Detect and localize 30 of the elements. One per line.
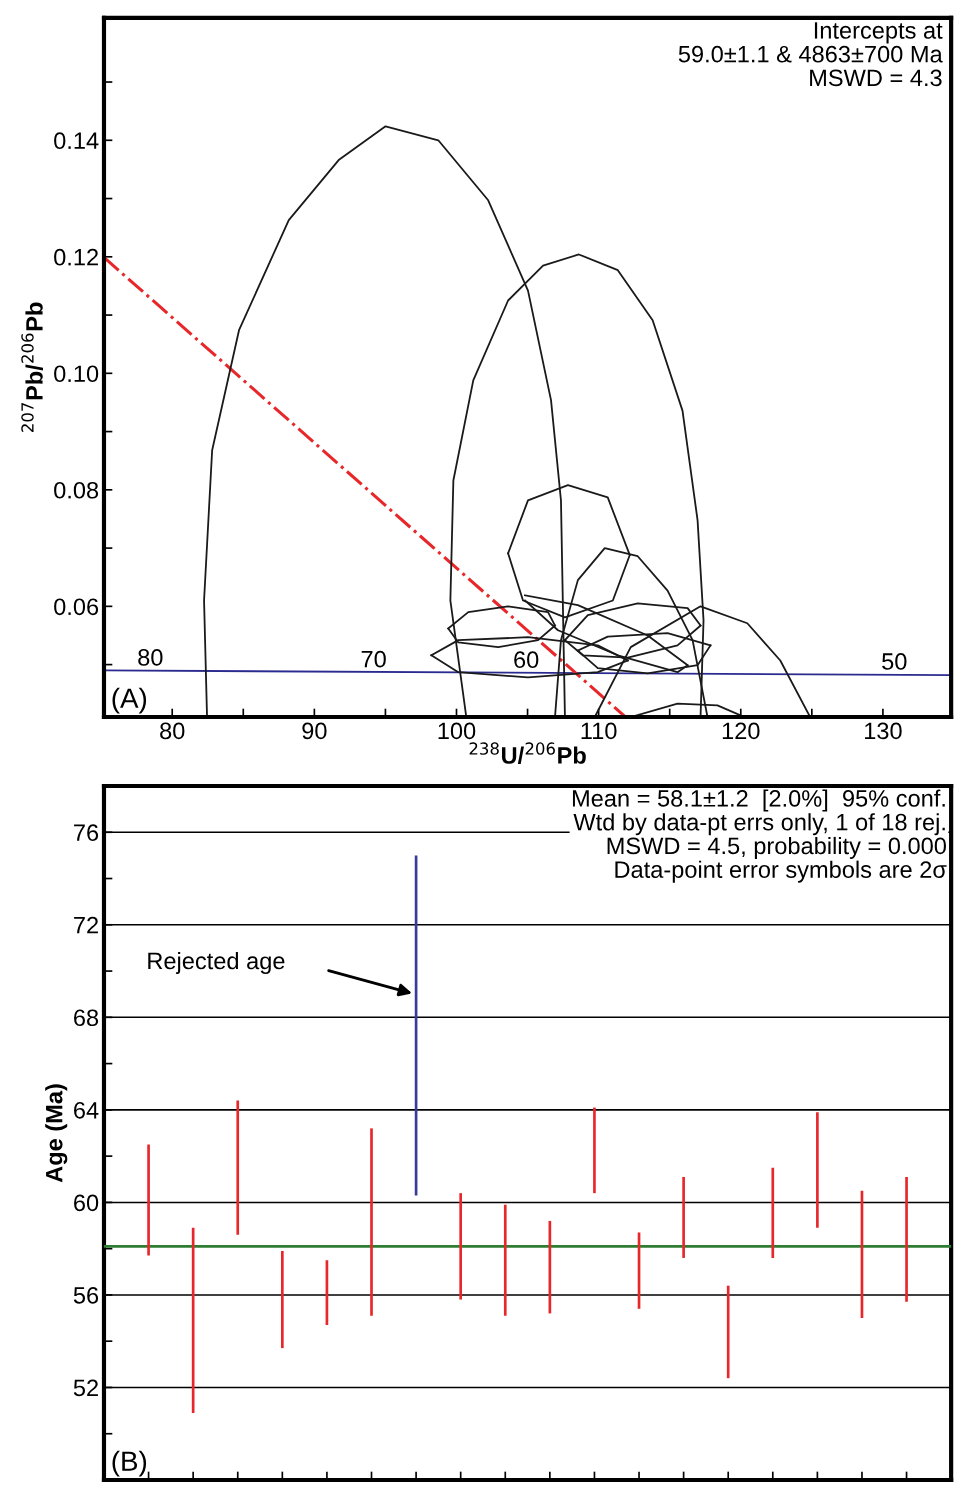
annotation: (B) [112,1450,147,1477]
annotation: (A) [112,687,147,714]
annotation: 80 [138,649,163,666]
annotation: 50 [882,653,907,670]
x-axis-title: $^{238}$U/$^{206}$Pb [469,742,586,765]
x-tick-label: 100 [438,722,476,740]
annotation: 60 [514,651,539,669]
y-tick-label: 60 [74,1194,99,1212]
y-tick-label: 0.14 [54,132,99,150]
y-tick-label: 72 [74,916,98,934]
y-tick-label: 0.06 [54,598,99,616]
y-tick-label: 68 [74,1009,99,1027]
y-tick-label: 0.12 [54,248,98,266]
y-axis-title: $^{207}$Pb/$^{206}$Pb [21,302,44,432]
x-tick-label: 130 [865,722,902,740]
annotation: Mean = 58.1±1.2 [2.0%] 95% conf. Wtd by data-pt errs only, 1 of 18 rej. MSWD = 4.5, probability = 0.000 Data-point error symbols are 2σ [572,789,947,883]
y-tick-label: 0.08 [54,481,99,499]
y-tick-label: 64 [74,1101,99,1119]
y-tick-label: 76 [74,824,99,842]
y-tick-label: 56 [73,1287,99,1304]
x-tick-label: 120 [722,722,760,740]
y-axis-title: Age (Ma) [45,1084,68,1183]
annotation: Intercepts at 59.0±1.1 & 4863±700 Ma MSWD = 4.3 [678,22,943,87]
y-tick-label: 52 [73,1379,98,1397]
annotation: 70 [361,650,386,668]
y-tick-label: 0.10 [54,365,99,383]
x-tick-label: 90 [302,722,327,740]
annotation: Rejected age [148,951,285,974]
x-tick-label: 110 [581,722,617,740]
x-tick-label: 80 [160,722,185,740]
